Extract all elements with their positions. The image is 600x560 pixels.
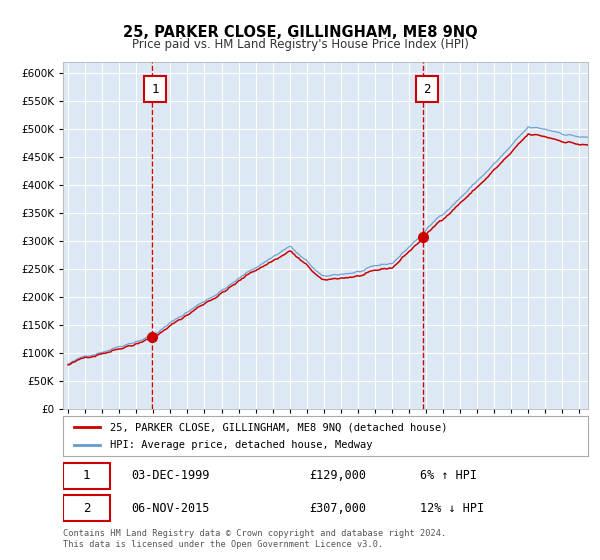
Text: £307,000: £307,000 bbox=[310, 502, 367, 515]
Text: 25, PARKER CLOSE, GILLINGHAM, ME8 9NQ: 25, PARKER CLOSE, GILLINGHAM, ME8 9NQ bbox=[122, 25, 478, 40]
Text: 1: 1 bbox=[152, 82, 159, 96]
Text: Contains HM Land Registry data © Crown copyright and database right 2024.
This d: Contains HM Land Registry data © Crown c… bbox=[63, 529, 446, 549]
Text: 25, PARKER CLOSE, GILLINGHAM, ME8 9NQ (detached house): 25, PARKER CLOSE, GILLINGHAM, ME8 9NQ (d… bbox=[110, 422, 448, 432]
Text: 1: 1 bbox=[83, 469, 91, 483]
Text: 6% ↑ HPI: 6% ↑ HPI bbox=[420, 469, 477, 483]
Text: 2: 2 bbox=[423, 82, 430, 96]
Text: 2: 2 bbox=[83, 502, 91, 515]
Text: 12% ↓ HPI: 12% ↓ HPI bbox=[420, 502, 484, 515]
FancyBboxPatch shape bbox=[145, 76, 166, 102]
Text: HPI: Average price, detached house, Medway: HPI: Average price, detached house, Medw… bbox=[110, 440, 373, 450]
Text: £129,000: £129,000 bbox=[310, 469, 367, 483]
FancyBboxPatch shape bbox=[63, 463, 110, 489]
FancyBboxPatch shape bbox=[416, 76, 438, 102]
Text: 06-NOV-2015: 06-NOV-2015 bbox=[131, 502, 209, 515]
Text: 03-DEC-1999: 03-DEC-1999 bbox=[131, 469, 209, 483]
FancyBboxPatch shape bbox=[63, 495, 110, 521]
Text: Price paid vs. HM Land Registry's House Price Index (HPI): Price paid vs. HM Land Registry's House … bbox=[131, 38, 469, 51]
